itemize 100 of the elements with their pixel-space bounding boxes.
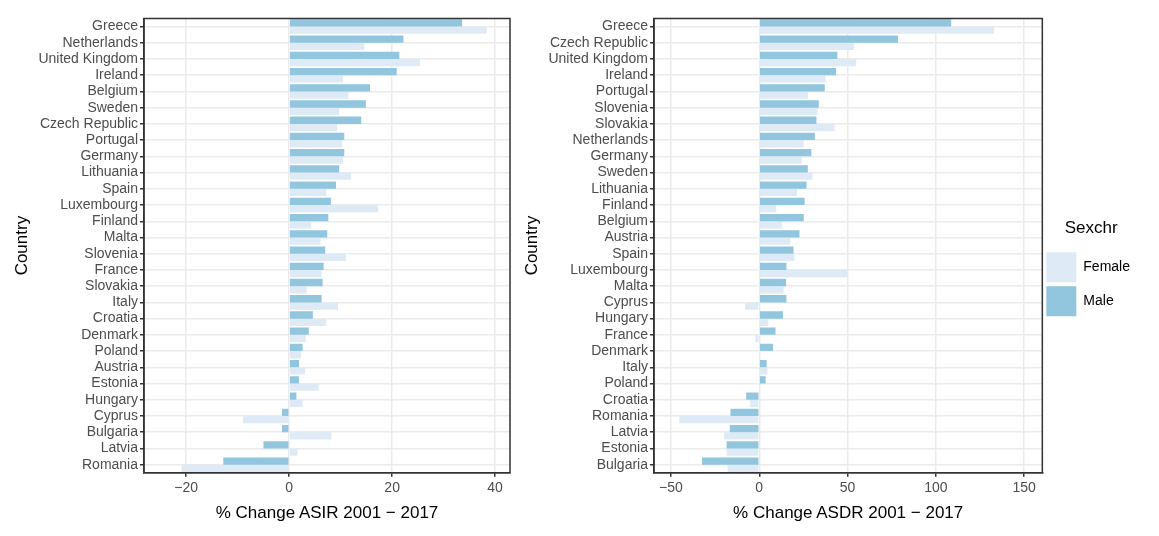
bar <box>289 140 343 148</box>
y-tick-label: Cyprus <box>93 406 139 423</box>
bar <box>760 360 767 368</box>
bar <box>289 286 307 294</box>
bar <box>724 432 759 440</box>
bar <box>289 188 327 197</box>
x-tick-label: 40 <box>487 479 504 496</box>
bar <box>289 26 487 34</box>
bar <box>289 399 303 408</box>
bar <box>289 181 337 189</box>
bar <box>289 116 362 124</box>
bar <box>289 237 321 245</box>
y-tick-label: Belgium <box>597 212 649 229</box>
bar <box>760 172 813 180</box>
bar <box>760 188 798 197</box>
y-tick-label: Austria <box>94 358 139 375</box>
bar <box>760 262 787 270</box>
y-tick-label: United Kingdom <box>548 49 649 66</box>
y-tick-label: Lithuania <box>591 179 649 196</box>
bar <box>760 19 952 27</box>
bar <box>760 213 804 222</box>
bar <box>760 58 857 67</box>
y-tick-label: Malta <box>613 277 649 294</box>
bar <box>760 26 995 34</box>
bar <box>760 376 766 384</box>
bar <box>760 123 835 132</box>
bar <box>289 84 370 92</box>
y-tick-label: Estonia <box>601 439 649 456</box>
bar <box>726 448 759 456</box>
y-tick-label: Czech Republic <box>549 33 649 50</box>
bar <box>760 116 817 124</box>
bar <box>289 360 299 368</box>
bar <box>760 295 787 303</box>
bar <box>760 230 800 238</box>
bar <box>289 376 299 384</box>
bar <box>289 221 312 229</box>
y-tick-label: Denmark <box>591 341 650 358</box>
bar <box>289 278 323 287</box>
bar <box>760 367 768 375</box>
y-tick-label: Bulgaria <box>596 455 649 472</box>
bar <box>760 246 794 254</box>
y-tick-label: Poland <box>94 341 139 358</box>
x-tick-label: 100 <box>924 479 948 496</box>
bar <box>760 237 790 245</box>
bar <box>727 464 759 472</box>
y-tick-label: Luxembourg <box>60 195 139 212</box>
bar <box>289 51 400 59</box>
bar <box>760 221 782 229</box>
y-tick-label: Netherlands <box>572 130 649 147</box>
bar <box>289 156 344 164</box>
bar <box>289 351 302 359</box>
bar <box>760 253 795 262</box>
y-tick-label: Slovakia <box>85 277 139 294</box>
bar <box>730 408 759 416</box>
bar <box>289 230 328 238</box>
bar <box>760 75 826 83</box>
y-tick-label: Italy <box>112 293 139 310</box>
bar <box>746 392 759 400</box>
bar <box>289 107 340 115</box>
bar <box>760 343 774 352</box>
y-tick-label: Belgium <box>87 82 139 99</box>
bar <box>760 51 838 59</box>
x-tick-label: 0 <box>285 479 294 496</box>
y-tick-label: Latvia <box>100 439 139 456</box>
y-tick-label: Portugal <box>595 82 649 99</box>
bar <box>289 448 298 456</box>
bar <box>760 181 807 189</box>
y-tick-label: Cyprus <box>603 293 649 310</box>
bar <box>289 100 366 108</box>
bar <box>289 165 340 173</box>
y-tick-label: Ireland <box>95 66 139 83</box>
bar <box>289 197 331 206</box>
y-tick-label: Luxembourg <box>570 260 649 277</box>
y-tick-label: Czech Republic <box>39 114 139 131</box>
bar <box>289 432 332 440</box>
y-tick-label: United Kingdom <box>38 49 139 66</box>
bar <box>289 302 339 310</box>
bar <box>181 464 289 472</box>
bar <box>289 123 338 132</box>
bar <box>289 67 397 76</box>
bar <box>289 334 306 343</box>
bar <box>289 132 345 141</box>
y-tick-label: Poland <box>604 374 649 391</box>
bar <box>760 84 825 92</box>
bar <box>289 205 379 213</box>
bar <box>289 213 329 222</box>
bar <box>223 457 289 465</box>
legend-title: Sexchr <box>1064 217 1118 237</box>
legend-label: Male <box>1083 292 1114 309</box>
x-tick-label: 150 <box>1012 479 1037 496</box>
bar <box>726 441 759 449</box>
bar <box>760 278 787 287</box>
bar <box>760 269 848 278</box>
bar <box>289 42 365 51</box>
bar <box>760 107 818 115</box>
x-tick-label: 20 <box>384 479 401 496</box>
bar <box>760 100 819 108</box>
bar <box>289 392 297 400</box>
y-tick-label: Sweden <box>87 98 139 115</box>
bar <box>760 67 837 76</box>
